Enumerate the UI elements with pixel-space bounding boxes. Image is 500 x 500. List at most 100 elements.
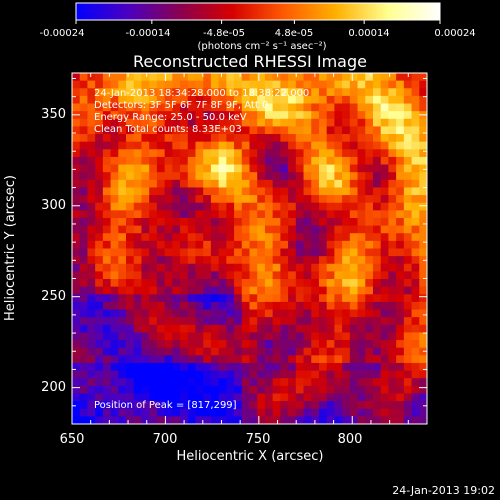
heatmap-cell xyxy=(272,134,281,143)
heatmap-cell xyxy=(126,340,135,349)
heatmap-cell xyxy=(203,248,212,257)
heatmap-cell xyxy=(195,73,204,82)
heatmap-cell xyxy=(372,347,382,356)
heatmap-cell xyxy=(318,88,328,97)
heatmap-cell xyxy=(280,378,289,387)
heatmap-cell xyxy=(164,164,173,173)
heatmap-cell xyxy=(303,95,312,104)
heatmap-cell xyxy=(326,378,335,387)
heatmap-cell xyxy=(249,202,258,211)
heatmap-cell xyxy=(195,271,204,280)
heatmap-cell xyxy=(349,408,358,417)
heatmap-cell xyxy=(357,240,366,249)
heatmap-cell xyxy=(311,279,320,288)
heatmap-cell xyxy=(203,309,212,318)
heatmap-cell xyxy=(403,263,412,272)
heatmap-cell xyxy=(156,179,166,188)
heatmap-cell xyxy=(303,111,312,120)
heatmap-cell xyxy=(311,286,320,295)
heatmap-cell xyxy=(249,225,258,234)
heatmap-cell xyxy=(79,393,88,402)
heatmap-cell xyxy=(118,401,127,410)
heatmap-cell xyxy=(79,347,88,356)
heatmap-cell xyxy=(311,355,320,364)
heatmap-cell xyxy=(257,225,266,234)
heatmap-cell xyxy=(133,347,142,356)
heatmap-cell xyxy=(288,416,297,424)
heatmap-cell xyxy=(303,233,312,242)
heatmap-cell xyxy=(79,263,88,272)
heatmap-cell xyxy=(87,378,96,387)
heatmap-cell xyxy=(396,88,405,97)
heatmap-cell xyxy=(149,279,158,288)
heatmap-cell xyxy=(311,248,320,257)
heatmap-cell xyxy=(79,172,88,181)
heatmap-cell xyxy=(288,141,297,150)
heatmap-cell xyxy=(187,385,196,394)
heatmap-cell xyxy=(342,73,351,82)
heatmap-cell xyxy=(187,134,196,143)
heatmap-cell xyxy=(72,95,81,104)
heatmap-cell xyxy=(403,248,412,257)
heatmap-cell xyxy=(272,111,281,120)
heatmap-cell xyxy=(380,416,389,424)
heatmap-cell xyxy=(380,95,389,104)
heatmap-cell xyxy=(102,149,111,158)
heatmap-cell xyxy=(388,202,397,211)
heatmap-cell xyxy=(311,80,320,89)
heatmap-cell xyxy=(326,233,335,242)
heatmap-cell xyxy=(388,134,397,143)
heatmap-cell xyxy=(110,134,119,143)
heatmap-cell xyxy=(218,149,227,158)
heatmap-cell xyxy=(187,233,196,242)
heatmap-image xyxy=(72,73,427,424)
heatmap-cell xyxy=(403,103,412,112)
heatmap-cell xyxy=(180,210,189,219)
heatmap-cell xyxy=(280,324,289,333)
heatmap-cell xyxy=(72,80,81,89)
heatmap-cell xyxy=(249,95,258,104)
heatmap-cell xyxy=(72,309,81,318)
heatmap-cell xyxy=(419,141,427,150)
heatmap-cell xyxy=(126,134,135,143)
heatmap-cell xyxy=(118,141,127,150)
heatmap-cell xyxy=(156,195,166,204)
heatmap-cell xyxy=(388,141,397,150)
heatmap-cell xyxy=(180,118,189,127)
heatmap-cell xyxy=(95,294,104,303)
heatmap-cell xyxy=(349,80,358,89)
heatmap-cell xyxy=(118,202,127,211)
heatmap-cell xyxy=(311,88,320,97)
heatmap-cell xyxy=(388,240,397,249)
heatmap-cell xyxy=(272,172,281,181)
heatmap-cell xyxy=(334,195,343,204)
heatmap-cell xyxy=(295,217,304,227)
heatmap-cell xyxy=(272,73,281,82)
heatmap-cell xyxy=(95,233,104,242)
heatmap-cell xyxy=(311,95,320,104)
heatmap-cell xyxy=(419,355,427,364)
heatmap-cell xyxy=(79,294,88,303)
heatmap-cell xyxy=(288,355,297,364)
heatmap-cell xyxy=(118,324,127,333)
heatmap-cell xyxy=(79,378,88,387)
heatmap-cell xyxy=(396,309,405,318)
heatmap-cell xyxy=(118,317,127,326)
heatmap-cell xyxy=(326,294,335,303)
heatmap-cell xyxy=(272,225,281,234)
heatmap-cell xyxy=(226,134,235,143)
heatmap-cell xyxy=(95,385,104,394)
heatmap-cell xyxy=(226,195,235,204)
heatmap-cell xyxy=(203,164,212,173)
heatmap-cell xyxy=(141,88,150,97)
heatmap-cell xyxy=(419,172,427,181)
heatmap-cell xyxy=(403,73,412,82)
heatmap-cell xyxy=(226,103,235,112)
heatmap-cell xyxy=(141,256,150,265)
heatmap-cell xyxy=(318,156,328,165)
heatmap-cell xyxy=(372,141,382,150)
heatmap-cell xyxy=(249,248,258,257)
heatmap-cell xyxy=(272,279,281,288)
heatmap-cell xyxy=(149,164,158,173)
heatmap-cell xyxy=(380,225,389,234)
